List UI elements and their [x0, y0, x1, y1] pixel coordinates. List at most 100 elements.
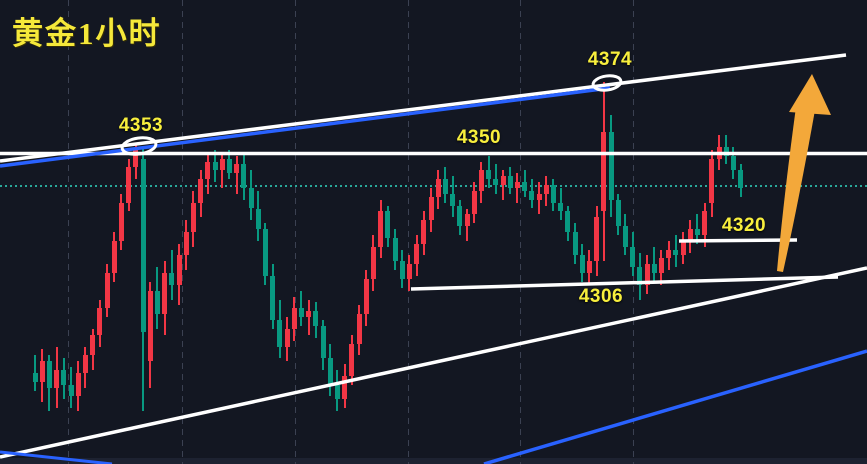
candle-body [442, 179, 448, 194]
candle-body [118, 202, 124, 241]
candle-body [709, 158, 715, 203]
candle-body [370, 246, 376, 279]
candle-body [716, 146, 722, 159]
candle-body [536, 193, 542, 200]
chart-title: 黄金1小时 [12, 16, 162, 51]
candle-body [385, 211, 391, 238]
vertical-gridline [520, 0, 521, 464]
candle-body [133, 149, 139, 168]
candle-body [601, 132, 607, 212]
candle-body [478, 170, 484, 191]
candle-body [471, 190, 477, 215]
candle-body [46, 361, 52, 388]
candle-body [205, 161, 211, 180]
candle-body [608, 132, 614, 200]
candle-body [529, 190, 535, 200]
candle-body [522, 182, 528, 191]
candle-wick [221, 152, 224, 188]
candle-body [75, 372, 81, 397]
candle-body [111, 240, 117, 274]
candle-body [320, 325, 326, 359]
candle-body [54, 370, 60, 388]
candle-body [327, 358, 333, 385]
candle-body [637, 267, 643, 285]
candle-body [673, 249, 679, 256]
candle-body [399, 261, 405, 279]
candle-body [586, 261, 592, 274]
candle-body [298, 308, 304, 318]
candle-body [306, 311, 312, 318]
candle-body [428, 196, 434, 221]
label-4350: 4350 [456, 127, 502, 148]
candle-body [651, 264, 657, 274]
candle-body [687, 229, 693, 241]
candle-body [414, 243, 420, 265]
candle-body [104, 273, 110, 309]
candle-body [342, 375, 348, 400]
candle-wick [516, 173, 519, 203]
candle-body [356, 314, 362, 344]
candle-body [507, 176, 513, 188]
candle-body [543, 185, 549, 194]
candle-body [219, 158, 225, 171]
candle-body [68, 384, 74, 397]
candle-body [334, 384, 340, 400]
current-price-dotted-line [0, 185, 867, 188]
candle-body [363, 278, 369, 315]
candle-body [486, 170, 492, 180]
candle-body [284, 328, 290, 347]
candle-body [162, 273, 168, 315]
vertical-gridline [68, 0, 69, 464]
candle-body [558, 202, 564, 212]
candle-body [406, 264, 412, 279]
candle-wick [307, 299, 310, 335]
candle-body [666, 249, 672, 259]
candle-body [277, 320, 283, 347]
vertical-gridline [182, 0, 183, 464]
candle-body [241, 164, 247, 188]
candle-body [435, 179, 441, 197]
candle-body [39, 361, 45, 382]
vertical-gridline [408, 0, 409, 464]
candle-body [248, 187, 254, 209]
candle-body [349, 343, 355, 376]
candle-body [622, 226, 628, 247]
candle-body [644, 264, 650, 285]
candle-body [572, 232, 578, 256]
candle-body [730, 155, 736, 171]
candle-body [90, 334, 96, 356]
candle-body [565, 211, 571, 232]
candle-body [176, 255, 182, 285]
candle-body [594, 217, 600, 262]
candle-body [421, 220, 427, 244]
candle-body [255, 208, 261, 230]
candle-body [190, 202, 196, 232]
candle-body [450, 193, 456, 206]
bottom-axis-strip [0, 458, 867, 464]
candle-body [212, 161, 218, 171]
candle-body [183, 232, 189, 256]
candle-body [262, 229, 268, 277]
candle-body [126, 167, 132, 203]
candle-wick [235, 155, 238, 194]
candle-body [97, 308, 103, 335]
candle-wick [696, 214, 699, 244]
vertical-gridline [295, 0, 296, 464]
candle-body [198, 179, 204, 203]
candle-body [392, 237, 398, 262]
candle-body [32, 372, 38, 382]
candle-body [234, 164, 240, 174]
candle-wick [653, 246, 656, 282]
label-4353: 4353 [118, 115, 164, 136]
candle-body [291, 308, 297, 329]
candle-body [615, 199, 621, 227]
candle-body [270, 276, 276, 321]
candle-body [457, 205, 463, 227]
candle-body [493, 179, 499, 185]
candle-body [140, 158, 146, 332]
candle-body [579, 255, 585, 274]
candle-body [61, 370, 67, 385]
candle-body [147, 290, 153, 362]
label-4320: 4320 [721, 215, 767, 236]
